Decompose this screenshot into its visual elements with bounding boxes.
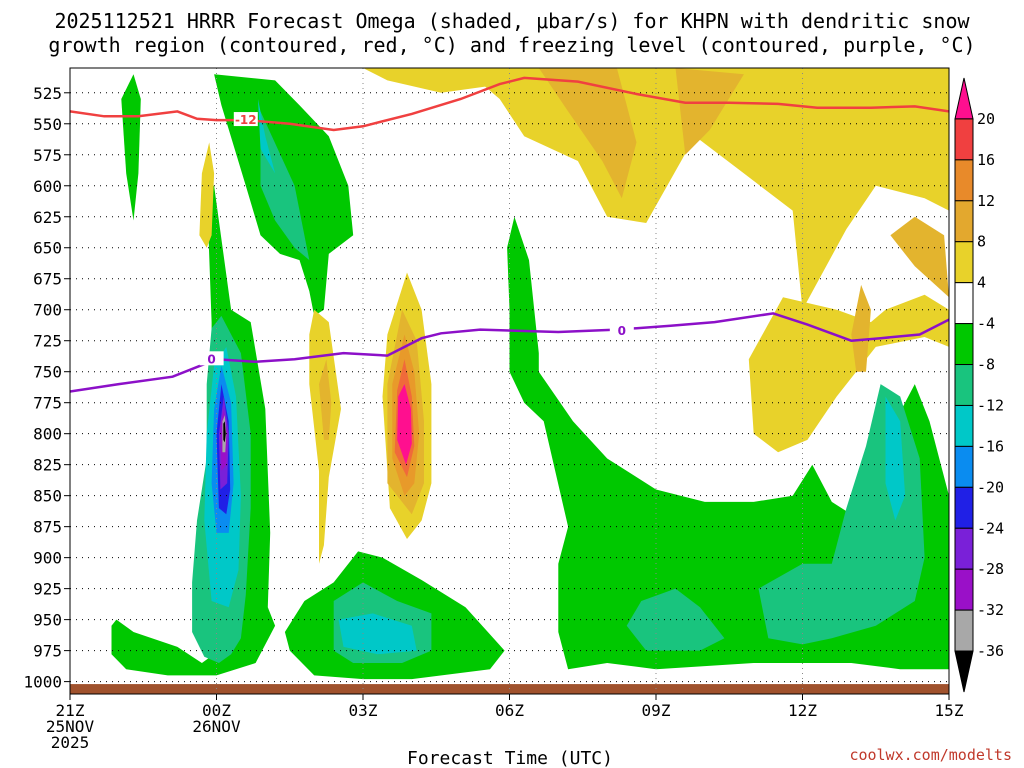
colorbar-label-9: -20 <box>977 478 1004 496</box>
freezing-label-mid-bg <box>609 322 634 337</box>
omega-region-c8-9 <box>626 588 725 651</box>
colorbar-segment-13 <box>954 609 974 652</box>
colorbar-label-0: 20 <box>977 110 995 128</box>
omega-region-w4-22 <box>748 294 949 453</box>
y-tick-label-650: 650 <box>33 239 62 258</box>
colorbar-label-4: 4 <box>977 274 986 292</box>
omega-region-w8-29 <box>538 68 637 199</box>
omega-region-c12-12 <box>258 99 276 174</box>
omega-region-c4-5 <box>121 74 141 221</box>
freezing-label-left: 0 <box>207 352 215 366</box>
y-tick-label-525: 525 <box>33 84 62 103</box>
colorbar-segment-7 <box>954 364 974 406</box>
colorbar-label-7: -12 <box>977 396 1004 414</box>
omega-region-w4-25 <box>199 142 215 248</box>
y-tick-label-575: 575 <box>33 146 62 165</box>
colorbar-segment-10 <box>954 486 974 529</box>
y-tick-label-950: 950 <box>33 611 62 630</box>
colorbar-segment-11 <box>954 527 974 570</box>
freezing-label-mid: 0 <box>618 324 626 338</box>
colorbar-segment-4 <box>954 241 974 284</box>
y-tick-label-675: 675 <box>33 270 62 289</box>
omega-shaded-regions <box>111 68 949 680</box>
omega-region-w8-28 <box>675 68 744 155</box>
y-tick-label-925: 925 <box>33 580 62 599</box>
y-tick-label-775: 775 <box>33 394 62 413</box>
x-tick-label-3-0: 00Z <box>202 701 231 720</box>
colorbar-label-13: -36 <box>977 642 1004 660</box>
colorbar-segment-3 <box>954 200 974 243</box>
y-tick-label-750: 750 <box>33 363 62 382</box>
freezing-label-left-bg <box>199 351 224 366</box>
x-tick-label-0-0: 21Z <box>56 701 85 720</box>
x-tick-label-12-0: 09Z <box>642 701 671 720</box>
omega-colorbar: 20 16 12 8 4 -4 -8 -12 -16 -20 -24 -28 -32 -36 <box>954 77 1004 693</box>
y-tick-label-550: 550 <box>33 115 62 134</box>
colorbar-segment-12 <box>954 568 974 611</box>
omega-region-w8-30 <box>890 216 949 298</box>
dgz-contour-line <box>70 76 949 132</box>
x-axis-title: Forecast Time (UTC) <box>407 748 613 768</box>
omega-region-w8-31 <box>851 284 871 372</box>
dgz-contour-label-bg <box>233 112 258 127</box>
omega-region-c36-20 <box>223 421 226 443</box>
y-tick-label-850: 850 <box>33 487 62 506</box>
colorbar-label-1: 16 <box>977 151 995 169</box>
y-tick-label-600: 600 <box>33 177 62 196</box>
x-tick-label-0-2: 2025 <box>51 733 90 752</box>
ground-surface <box>70 684 949 694</box>
x-tick-label-3-1: 26NOV <box>192 717 241 736</box>
credit-text: coolwx.com/modelts <box>849 746 1012 764</box>
colorbar-segment-6 <box>954 323 974 366</box>
y-tick-label-725: 725 <box>33 332 62 351</box>
colorbar-segment-2 <box>954 159 974 202</box>
y-tick-label-900: 900 <box>33 549 62 568</box>
omega-region-c8-10 <box>758 384 925 645</box>
y-tick-label-875: 875 <box>33 518 62 537</box>
colorbar-label-2: 12 <box>977 192 995 210</box>
colorbar-label-5: -4 <box>977 315 995 333</box>
colorbar-label-12: -32 <box>977 601 1004 619</box>
omega-region-w8-27 <box>319 359 332 440</box>
x-tick-label-6-0: 03Z <box>349 701 378 720</box>
contour-lines: -12 0 0 <box>70 76 949 393</box>
omega-region-c12-14 <box>885 396 906 521</box>
dgz-contour-label: -12 <box>235 113 257 127</box>
colorbar-label-6: -8 <box>977 356 995 374</box>
chart-title-line-2: growth region (contoured, red, °C) and f… <box>48 33 975 57</box>
x-tick-label-18-0: 15Z <box>935 701 964 720</box>
pressure-axis: 525 550 575 600 625 650 675 700 725 750 775 800 825 8… <box>23 84 70 692</box>
omega-region-c12-13 <box>338 613 417 655</box>
y-tick-label-975: 975 <box>33 642 62 661</box>
y-tick-label-825: 825 <box>33 456 62 475</box>
x-tick-label-9-0: 06Z <box>495 701 524 720</box>
omega-region-c8-7 <box>260 111 310 261</box>
y-tick-label-700: 700 <box>33 301 62 320</box>
y-tick-label-800: 800 <box>33 425 62 444</box>
freezing-level-line <box>70 312 949 393</box>
colorbar-label-11: -28 <box>977 560 1004 578</box>
colorbar-segment-14 <box>954 650 974 693</box>
colorbar-segment-1 <box>954 118 974 161</box>
x-tick-label-0-1: 25NOV <box>46 717 95 736</box>
colorbar-segment-8 <box>954 404 974 447</box>
colorbar-segment-9 <box>954 445 974 488</box>
x-tick-label-15-0: 12Z <box>788 701 817 720</box>
colorbar-label-10: -24 <box>977 519 1004 537</box>
colorbar-segment-0 <box>954 77 974 120</box>
y-tick-label-1000: 1000 <box>23 673 62 692</box>
omega-region-w20-34 <box>397 384 412 465</box>
chart-title-line-1: 2025112521 HRRR Forecast Omega (shaded, … <box>54 9 970 33</box>
colorbar-segment-5 <box>954 282 974 325</box>
colorbar-label-8: -16 <box>977 437 1004 455</box>
colorbar-label-3: 8 <box>977 233 986 251</box>
y-tick-label-625: 625 <box>33 208 62 227</box>
gridlines <box>70 68 949 694</box>
